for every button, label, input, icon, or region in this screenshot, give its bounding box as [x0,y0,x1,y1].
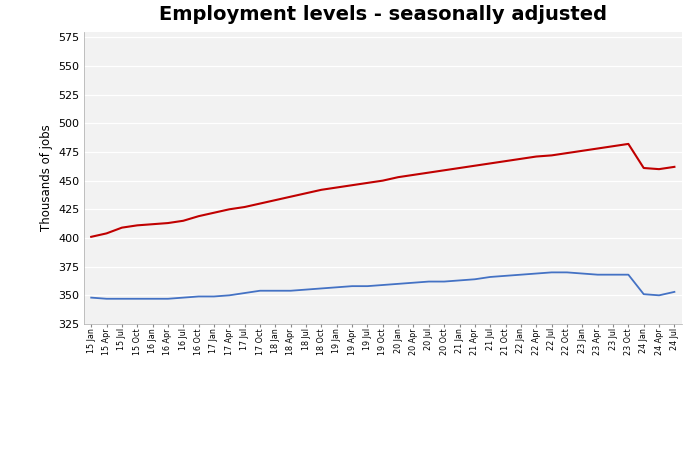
Lessors Res Bldg [87,295,95,300]
Lessors Res Bldg [102,296,111,302]
Lessors Res Bldg [287,288,295,293]
Line: Res Prop Mgrs: Res Prop Mgrs [91,144,674,237]
Res Prop Mgrs [609,144,617,149]
Lessors Res Bldg [501,273,509,279]
Res Prop Mgrs [409,172,418,178]
Res Prop Mgrs [501,158,509,164]
Lessors Res Bldg [271,288,280,293]
Lessors Res Bldg [133,296,141,302]
Res Prop Mgrs [594,146,602,151]
Res Prop Mgrs [225,207,233,212]
Lessors Res Bldg [148,296,157,302]
Res Prop Mgrs [87,234,95,239]
Lessors Res Bldg [425,279,433,284]
Res Prop Mgrs [516,156,525,162]
Line: Lessors Res Bldg: Lessors Res Bldg [91,272,674,299]
Res Prop Mgrs [363,180,372,185]
Lessors Res Bldg [624,272,633,277]
Res Prop Mgrs [102,231,111,236]
Res Prop Mgrs [425,170,433,176]
Lessors Res Bldg [532,271,541,276]
Res Prop Mgrs [241,204,249,210]
Lessors Res Bldg [578,271,587,276]
Lessors Res Bldg [256,288,264,293]
Lessors Res Bldg [333,284,341,290]
Res Prop Mgrs [532,154,541,159]
Lessors Res Bldg [548,270,556,275]
Res Prop Mgrs [118,225,126,230]
Lessors Res Bldg [670,289,679,295]
Lessors Res Bldg [409,280,418,285]
Res Prop Mgrs [348,183,356,188]
Res Prop Mgrs [394,175,402,180]
Y-axis label: Thousands of jobs: Thousands of jobs [40,124,52,231]
Res Prop Mgrs [548,153,556,158]
Res Prop Mgrs [179,218,187,224]
Res Prop Mgrs [624,141,633,147]
Lessors Res Bldg [394,281,402,287]
Res Prop Mgrs [655,166,663,172]
Res Prop Mgrs [133,223,141,228]
Res Prop Mgrs [287,194,295,199]
Res Prop Mgrs [379,178,387,183]
Lessors Res Bldg [194,294,203,299]
Res Prop Mgrs [148,221,157,227]
Res Prop Mgrs [317,187,326,193]
Res Prop Mgrs [670,164,679,170]
Lessors Res Bldg [516,272,525,277]
Res Prop Mgrs [256,201,264,206]
Lessors Res Bldg [609,272,617,277]
Lessors Res Bldg [440,279,448,284]
Lessors Res Bldg [225,292,233,298]
Lessors Res Bldg [379,282,387,288]
Res Prop Mgrs [440,167,448,173]
Lessors Res Bldg [179,295,187,300]
Res Prop Mgrs [563,150,571,156]
Lessors Res Bldg [302,287,310,292]
Res Prop Mgrs [164,220,172,226]
Res Prop Mgrs [470,163,479,168]
Lessors Res Bldg [363,284,372,289]
Res Prop Mgrs [209,210,218,216]
Lessors Res Bldg [317,286,326,291]
Lessors Res Bldg [118,296,126,302]
Res Prop Mgrs [333,185,341,190]
Lessors Res Bldg [455,278,464,283]
Title: Employment levels - seasonally adjusted: Employment levels - seasonally adjusted [159,5,607,24]
Lessors Res Bldg [348,284,356,289]
Res Prop Mgrs [486,161,494,166]
Lessors Res Bldg [594,272,602,277]
Res Prop Mgrs [271,198,280,203]
Lessors Res Bldg [563,270,571,275]
Res Prop Mgrs [455,165,464,171]
Lessors Res Bldg [470,277,479,282]
Lessors Res Bldg [164,296,172,302]
Lessors Res Bldg [241,290,249,296]
Lessors Res Bldg [209,294,218,299]
Lessors Res Bldg [655,292,663,298]
Lessors Res Bldg [640,292,648,297]
Res Prop Mgrs [194,213,203,219]
Res Prop Mgrs [302,190,310,196]
Res Prop Mgrs [578,148,587,153]
Lessors Res Bldg [486,274,494,279]
Res Prop Mgrs [640,165,648,171]
